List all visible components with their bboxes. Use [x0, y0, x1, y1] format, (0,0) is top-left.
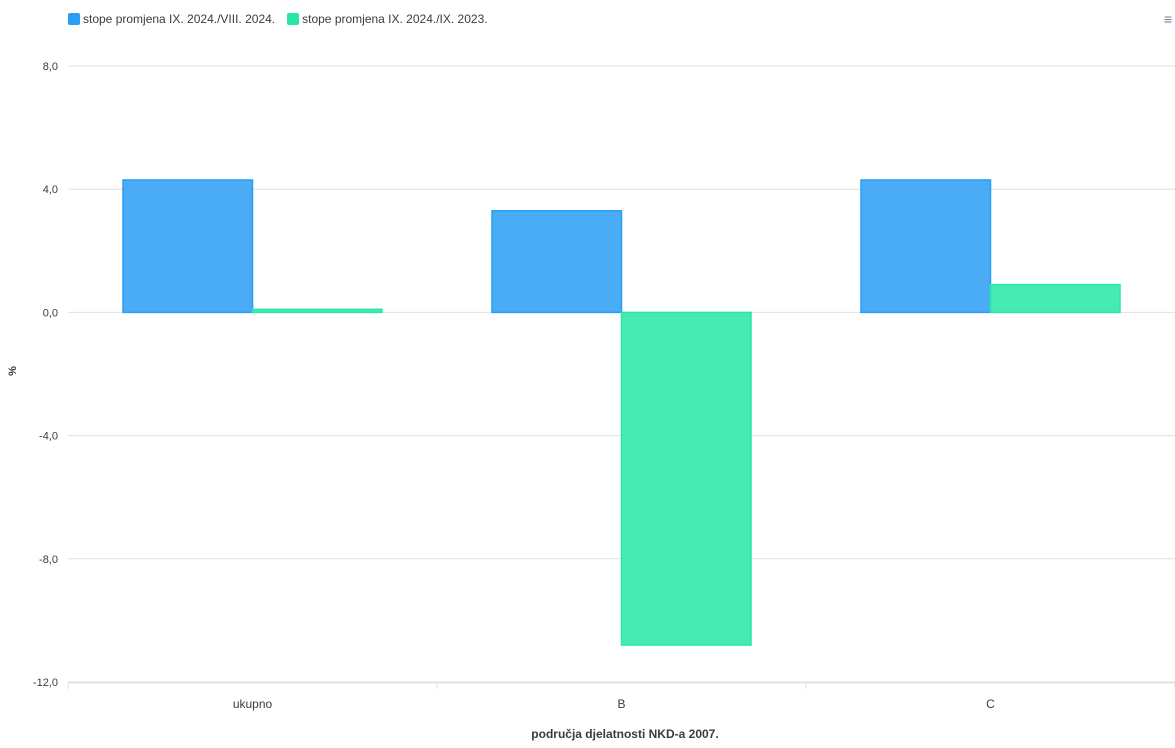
x-tick-label: B: [617, 697, 625, 711]
bar-series-2-B[interactable]: [620, 311, 752, 646]
y-tick-label: 8,0: [43, 61, 58, 73]
y-tick-label: -8,0: [39, 554, 58, 566]
bar-series-1-ukupno[interactable]: [122, 179, 254, 314]
y-tick-label: 4,0: [43, 184, 58, 196]
bar-series-1-C[interactable]: [860, 179, 992, 314]
y-tick-label: -12,0: [33, 677, 58, 689]
bars: [122, 179, 1121, 646]
y-axis-label: %: [7, 366, 19, 376]
y-axis-ticks: 8,0 4,0 0,0 -4,0 -8,0 -12,0: [33, 61, 58, 689]
x-tick-label: C: [986, 697, 995, 711]
legend-item-series-1[interactable]: stope promjena IX. 2024./VIII. 2024.: [68, 12, 275, 26]
legend-label-series-2: stope promjena IX. 2024./IX. 2023.: [302, 12, 488, 26]
bar-series-2-ukupno[interactable]: [251, 308, 383, 314]
legend-swatch-series-2: [287, 13, 300, 25]
x-axis: ukupno B C: [67, 682, 1175, 711]
bar-series-1-B[interactable]: [491, 210, 623, 314]
x-tick-label: ukupno: [233, 697, 273, 711]
legend-swatch-series-1: [68, 13, 80, 25]
bar-series-2-C[interactable]: [989, 283, 1121, 314]
legend-label-series-1: stope promjena IX. 2024./VIII. 2024.: [83, 12, 276, 26]
x-axis-label: područja djelatnosti NKD-a 2007.: [531, 727, 718, 741]
hamburger-menu-icon[interactable]: ≡: [1164, 11, 1173, 27]
y-tick-label: -4,0: [39, 431, 58, 443]
legend-item-series-2[interactable]: stope promjena IX. 2024./IX. 2023.: [287, 12, 488, 26]
y-tick-label: 0,0: [43, 307, 58, 319]
legend: stope promjena IX. 2024./VIII. 2024. sto…: [68, 12, 500, 26]
